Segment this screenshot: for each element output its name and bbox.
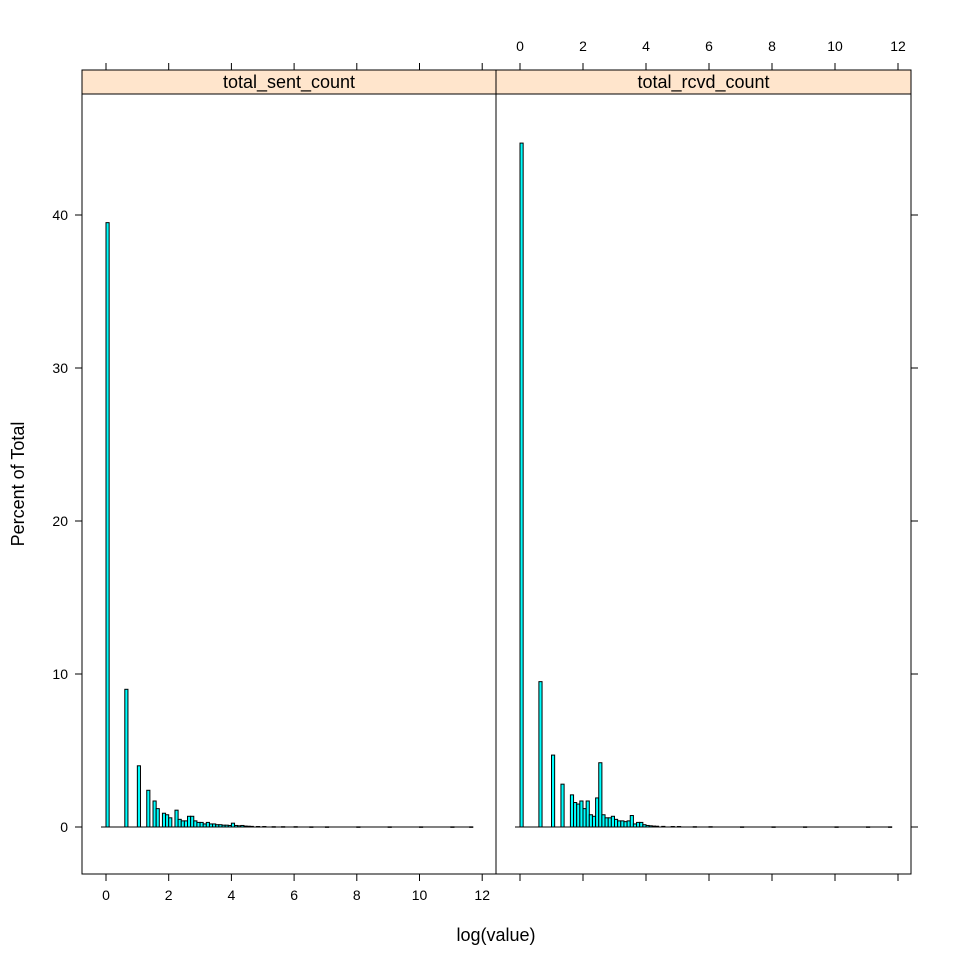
x-tick-label-bottom: 0 bbox=[102, 887, 110, 903]
histogram-bar bbox=[293, 826, 298, 828]
histogram-bar bbox=[155, 808, 160, 828]
histogram-bar bbox=[309, 826, 314, 828]
histogram-bar bbox=[740, 826, 745, 828]
histogram-bar bbox=[551, 754, 556, 828]
panel-right-frame bbox=[495, 69, 912, 875]
histogram-bar bbox=[469, 826, 474, 828]
y-axis-left: 0 10 20 30 40 bbox=[52, 207, 82, 835]
histogram-bar bbox=[866, 826, 871, 828]
histogram-bar bbox=[262, 826, 267, 828]
histogram-bar bbox=[834, 826, 839, 828]
strip-label-right: total_rcvd_count bbox=[637, 72, 769, 93]
histogram-bar bbox=[146, 789, 151, 828]
histogram-bar bbox=[692, 826, 697, 828]
histogram-bar bbox=[771, 826, 776, 828]
histogram-bar bbox=[450, 826, 455, 828]
histogram-bar bbox=[168, 817, 173, 828]
strip-right bbox=[495, 69, 912, 95]
histogram-bar bbox=[560, 783, 565, 828]
histogram-bar bbox=[585, 800, 590, 828]
panel-right: total_rcvd_count bbox=[495, 69, 912, 875]
x-tick-label-top: 4 bbox=[642, 38, 650, 54]
histogram-bar bbox=[803, 826, 808, 828]
strip-label-left: total_sent_count bbox=[223, 72, 355, 93]
histogram-bar bbox=[519, 142, 524, 828]
histogram-bar bbox=[654, 825, 660, 828]
histogram-bar bbox=[281, 826, 286, 828]
x-tick-label-bottom: 12 bbox=[474, 887, 490, 903]
x-tick-label-top: 2 bbox=[579, 38, 587, 54]
x-tick-label-top: 8 bbox=[768, 38, 776, 54]
y-tick-label: 10 bbox=[52, 666, 68, 682]
x-tick-label-bottom: 2 bbox=[165, 887, 173, 903]
histogram-bar bbox=[598, 762, 603, 828]
y-tick-label: 0 bbox=[60, 819, 68, 835]
histogram-bar bbox=[255, 826, 261, 828]
panel-left: total_sent_count bbox=[81, 69, 497, 875]
x-axis-bottom: 0 2 4 6 8 10 12 bbox=[102, 874, 899, 903]
x-axis-top: 0 2 4 6 8 10 12 bbox=[105, 38, 906, 70]
panel-left-frame bbox=[81, 69, 497, 875]
histogram-bar bbox=[271, 826, 276, 828]
bars-right bbox=[515, 142, 893, 828]
histogram-bar bbox=[105, 222, 110, 828]
histogram-bar bbox=[538, 681, 543, 828]
x-tick-label-top: 0 bbox=[516, 38, 524, 54]
x-tick-label-bottom: 10 bbox=[412, 887, 428, 903]
histogram-bar bbox=[387, 826, 392, 828]
histogram-bar bbox=[136, 765, 141, 828]
x-axis-label: log(value) bbox=[456, 925, 535, 945]
histogram-bar bbox=[677, 826, 682, 828]
histogram-bar bbox=[888, 826, 893, 828]
histogram-bar bbox=[249, 825, 254, 828]
histogram-bar bbox=[324, 826, 330, 828]
x-tick-label-top: 10 bbox=[827, 38, 843, 54]
histogram-bar bbox=[661, 825, 666, 828]
histogram-bar bbox=[124, 688, 129, 828]
x-tick-label-bottom: 4 bbox=[228, 887, 236, 903]
histogram-bar bbox=[356, 826, 361, 828]
histogram-bar bbox=[670, 826, 675, 828]
x-tick-label-bottom: 6 bbox=[290, 887, 298, 903]
y-tick-label: 20 bbox=[52, 513, 68, 529]
y-tick-label: 30 bbox=[52, 360, 68, 376]
histogram-bar bbox=[419, 826, 424, 828]
x-tick-label-top: 6 bbox=[705, 38, 713, 54]
x-tick-label-top: 12 bbox=[890, 38, 906, 54]
histogram-bar bbox=[174, 809, 179, 828]
strip-left bbox=[81, 69, 497, 95]
y-axis-label: Percent of Total bbox=[8, 422, 28, 547]
histogram-bar bbox=[629, 815, 634, 828]
x-tick-label-bottom: 8 bbox=[353, 887, 361, 903]
y-tick-label: 40 bbox=[52, 207, 68, 223]
y-axis-right bbox=[911, 214, 918, 828]
bars-left bbox=[101, 222, 474, 828]
histogram-bar bbox=[708, 826, 713, 828]
